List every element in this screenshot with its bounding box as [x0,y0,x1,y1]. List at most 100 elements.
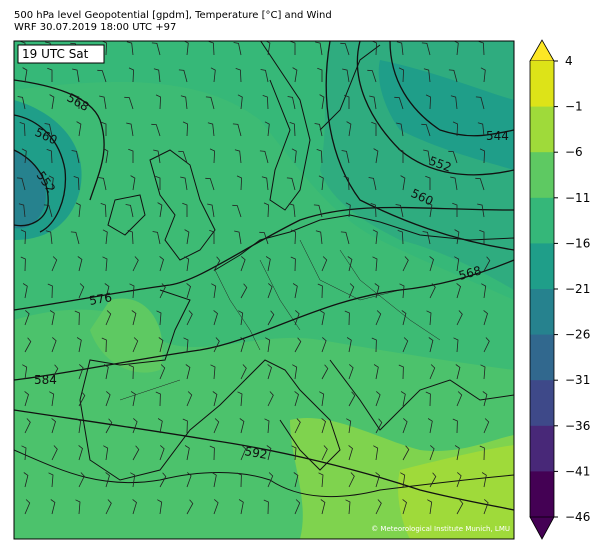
wind-barb [288,203,296,218]
wind-barb [76,418,82,434]
wind-barb [98,177,107,191]
wind-barb [267,472,274,488]
wind-barb [400,391,406,407]
wind-barb [402,337,409,353]
wind-barb [105,391,111,407]
wind-barb [24,310,30,326]
wind-barb [157,418,163,434]
wind-barb [483,499,489,515]
wind-barb [448,69,458,83]
wind-barb [74,94,80,109]
wind-barb [454,445,460,461]
wind-barb [347,256,353,272]
wind-barb [395,204,404,218]
wind-barb [50,499,56,515]
wind-barb [454,256,460,272]
wind-barb [402,499,407,515]
colorbar-extend-bottom [529,516,555,540]
colorbar-tick-label: −11 [565,191,590,205]
wind-barb [184,445,190,461]
wind-barb [129,283,135,299]
wind-barb [103,364,109,380]
wind-barb [240,445,247,461]
wind-barb [422,231,431,245]
wind-barb [159,283,166,299]
wind-barb [186,283,191,299]
wind-barb [259,231,269,245]
wind-barb [290,41,296,55]
wind-barb [345,202,351,218]
map: 19 UTC Sat 568 560 552 576 584 592 544 5… [13,40,515,540]
wind-barb [373,148,379,164]
wind-barb [263,499,269,515]
wind-barb [213,337,220,353]
wind-barb [456,499,464,515]
wind-barb [345,499,351,515]
wind-barb [396,122,404,137]
wind-barb [455,364,461,380]
wind-barb [209,229,215,244]
wind-barb [315,41,323,56]
wind-barb [99,95,107,110]
wind-barb [426,310,432,326]
wind-barb [132,256,139,272]
wind-barb [425,391,431,407]
wind-barb [48,472,54,488]
wind-barb [290,229,297,245]
wind-barb [421,123,431,137]
wind-barb [211,472,217,488]
colorbar-tick-label: −1 [565,100,583,114]
colorbar-tick-label: −41 [565,464,590,478]
wind-barb [456,391,463,407]
wind-barb [156,310,162,326]
wind-barb [132,499,137,515]
wind-barb [401,310,407,326]
wind-barb [159,472,167,488]
wind-barb [375,391,381,407]
wind-barb [70,231,80,245]
wind-barb [267,391,274,407]
wind-barb [159,445,165,461]
wind-barb [182,121,189,137]
wind-barb [212,391,218,407]
colorbar-tick-label: −31 [565,373,590,387]
wind-barb [236,175,243,191]
time-label: 19 UTC Sat [22,47,89,61]
wind-barb [372,256,378,272]
wind-barb [182,418,188,434]
wind-barb [429,283,436,299]
wind-barb [483,418,490,434]
wind-barb [264,418,270,434]
wind-barb [240,256,246,272]
wind-barb [205,177,215,191]
wind-barb [346,337,352,353]
wind-barb [51,364,59,380]
wind-barb [157,499,163,515]
wind-barb [239,418,245,434]
wind-barb [240,337,245,353]
wind-barb [236,472,242,488]
wind-barb [51,337,57,353]
wind-barb [373,364,379,380]
wind-barb [292,67,298,83]
wind-barb [421,42,431,56]
wind-barb [448,150,458,164]
wind-barb [316,149,323,164]
wind-barb [348,445,353,461]
wind-barb [453,41,459,56]
wind-barb [102,256,108,272]
wind-barb [233,42,242,56]
wind-barb [235,68,242,83]
contour-label: 584 [34,373,57,387]
wind-barb [348,472,355,488]
wind-barb [321,418,326,434]
wind-barb [375,472,380,488]
wind-barb [475,96,485,110]
wind-barb [427,418,433,434]
wind-barb [125,204,134,218]
wind-barb [48,175,54,191]
wind-barb [19,122,26,137]
contour-label: 576 [88,290,113,308]
wind-barb [159,256,164,272]
colorbar-segment [530,197,554,244]
